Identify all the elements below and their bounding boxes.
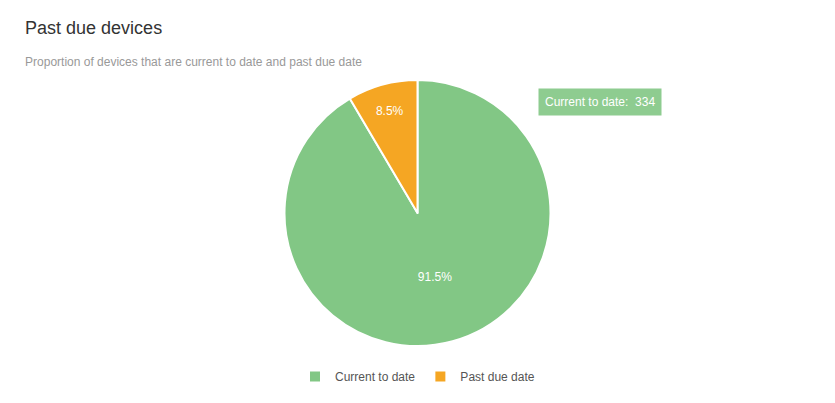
svg-text:Proportion of devices that are: Proportion of devices that are current t… xyxy=(25,55,362,69)
svg-text:8.5%: 8.5% xyxy=(376,104,404,118)
svg-text:Current to date: Current to date xyxy=(335,370,415,384)
svg-text:Current to date: 334: Current to date: 334 xyxy=(545,95,655,109)
svg-text:Past due date: Past due date xyxy=(460,370,534,384)
svg-text:Past due devices: Past due devices xyxy=(25,18,162,38)
svg-text:91.5%: 91.5% xyxy=(418,270,452,284)
